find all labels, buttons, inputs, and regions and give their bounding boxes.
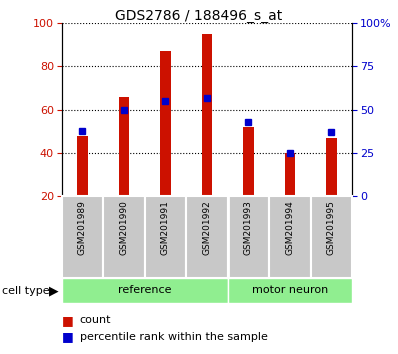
Bar [77, 136, 88, 196]
Text: cell type: cell type [2, 286, 50, 296]
Text: motor neuron: motor neuron [252, 285, 328, 295]
Text: GSM201991: GSM201991 [161, 200, 170, 256]
Text: ■: ■ [62, 314, 74, 327]
Text: GSM201989: GSM201989 [78, 200, 87, 256]
Text: reference: reference [118, 285, 172, 295]
Bar [119, 97, 129, 196]
Text: ▶: ▶ [49, 285, 59, 297]
Bar [202, 34, 212, 196]
Bar [311, 196, 352, 278]
Bar [269, 196, 311, 278]
Text: GSM201990: GSM201990 [119, 200, 129, 256]
Text: GSM201993: GSM201993 [244, 200, 253, 256]
Bar [285, 153, 295, 196]
Bar [243, 127, 254, 196]
Bar [228, 196, 269, 278]
Text: GSM201992: GSM201992 [203, 200, 211, 255]
Bar [160, 51, 171, 196]
Bar [186, 196, 228, 278]
Bar [228, 278, 352, 303]
Text: GSM201994: GSM201994 [285, 200, 295, 255]
Text: GSM201995: GSM201995 [327, 200, 336, 256]
Text: GDS2786 / 188496_s_at: GDS2786 / 188496_s_at [115, 9, 283, 23]
Bar [62, 278, 228, 303]
Text: percentile rank within the sample: percentile rank within the sample [80, 332, 267, 342]
Text: ■: ■ [62, 331, 74, 343]
Bar [145, 196, 186, 278]
Text: count: count [80, 315, 111, 325]
Bar [103, 196, 145, 278]
Bar [62, 196, 103, 278]
Bar [326, 138, 337, 196]
